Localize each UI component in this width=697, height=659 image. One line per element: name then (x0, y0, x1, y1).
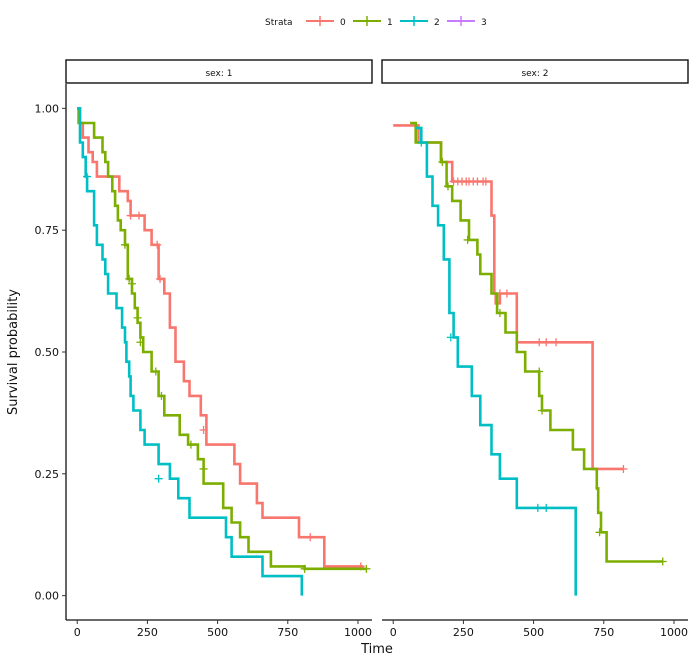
censor-mark-strata-1 (538, 406, 547, 415)
censor-mark-strata-0 (199, 425, 208, 434)
censor-mark-strata-1 (151, 367, 160, 376)
censor-mark-strata-2 (542, 503, 551, 512)
censor-mark-strata-1 (133, 313, 142, 322)
censor-mark-strata-1 (125, 274, 134, 283)
censor-mark-strata-1 (658, 557, 667, 566)
legend-entry-2: 2 (400, 16, 440, 28)
censor-mark-strata-0 (134, 211, 143, 220)
y-tick-label: 0.25 (35, 468, 60, 481)
censor-mark-strata-2 (154, 474, 163, 483)
censor-mark-strata-1 (535, 367, 544, 376)
legend-entry-3: 3 (447, 16, 487, 28)
legend-label: 2 (434, 18, 440, 28)
x-tick-label: 750 (593, 626, 614, 639)
censor-mark-strata-1 (595, 528, 604, 537)
x-tick-label: 1000 (660, 626, 688, 639)
x-tick-label: 750 (277, 626, 298, 639)
censor-mark-strata-0 (552, 338, 561, 347)
legend-label: 1 (387, 18, 393, 28)
legend: Strata 0 1 2 3 (265, 16, 487, 28)
censor-mark-strata-0 (481, 177, 490, 186)
x-axis-title: Time (360, 642, 393, 657)
censor-mark-strata-1 (463, 235, 472, 244)
legend-label: 3 (481, 18, 487, 28)
censor-mark-strata-1 (300, 564, 309, 573)
censor-mark-strata-0 (619, 464, 628, 473)
x-tick-label: 250 (137, 626, 158, 639)
facet-strip-label: sex: 1 (205, 69, 232, 79)
censor-mark-strata-1 (199, 464, 208, 473)
survival-curve-strata-0 (77, 107, 364, 568)
censor-mark-strata-1 (438, 157, 447, 166)
censor-mark-strata-1 (495, 309, 504, 318)
censor-mark-strata-0 (153, 240, 162, 249)
x-tick-label: 250 (453, 626, 474, 639)
y-tick-label: 0.75 (35, 224, 60, 237)
censor-mark-strata-0 (502, 289, 511, 298)
legend-title: Strata (265, 18, 293, 28)
censor-mark-strata-1 (127, 279, 136, 288)
facet-strip-sex-2: sex: 2 (381, 59, 689, 84)
censor-mark-strata-0 (156, 274, 165, 283)
censor-mark-strata-2 (446, 333, 455, 342)
facet-panel-sex-1: 0.00 0.25 0.50 0.75 1.00 0 250 500 750 1000 (35, 84, 372, 639)
y-tick-label: 0.50 (35, 346, 60, 359)
x-tick-label: 0 (390, 626, 397, 639)
y-tick-label: 0.00 (35, 590, 60, 603)
censor-mark-strata-1 (443, 182, 452, 191)
y-axis-title: Survival probability (6, 289, 21, 415)
censor-mark-strata-1 (362, 564, 371, 573)
y-tick-label: 1.00 (35, 102, 60, 115)
facet-strip-sex-1: sex: 1 (65, 59, 373, 84)
facet-strip-label: sex: 2 (521, 69, 548, 79)
survival-curve-strata-1 (77, 107, 367, 571)
censor-mark-strata-0 (535, 338, 544, 347)
censor-mark-strata-2 (533, 503, 542, 512)
legend-entry-0: 0 (306, 16, 346, 28)
censor-mark-strata-1 (157, 391, 166, 400)
censor-mark-strata-2 (417, 138, 426, 147)
censor-mark-strata-1 (186, 440, 195, 449)
x-tick-label: 1000 (344, 626, 372, 639)
censor-mark-strata-1 (120, 240, 129, 249)
censor-mark-strata-0 (542, 338, 551, 347)
censor-mark-strata-2 (83, 172, 92, 181)
censor-mark-strata-0 (126, 211, 135, 220)
survival-curve-strata-2 (77, 107, 304, 596)
legend-label: 0 (340, 18, 346, 28)
x-tick-label: 0 (74, 626, 81, 639)
facet-panel-sex-2: 0 250 500 750 1000 (382, 121, 688, 639)
censor-mark-strata-1 (136, 338, 145, 347)
legend-entry-1: 1 (353, 16, 393, 28)
x-tick-label: 500 (523, 626, 544, 639)
survival-curve-strata-2 (415, 126, 577, 596)
censor-mark-strata-0 (306, 533, 315, 542)
x-tick-label: 500 (207, 626, 228, 639)
